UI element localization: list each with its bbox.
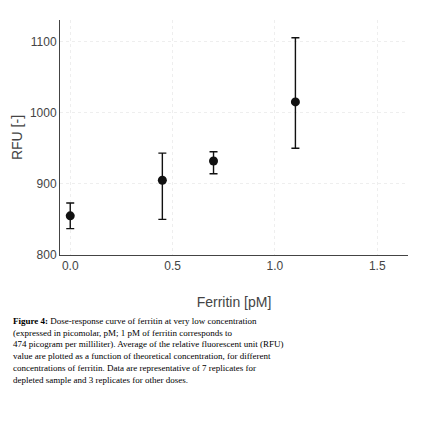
svg-text:0.5: 0.5	[164, 259, 181, 273]
svg-text:800: 800	[37, 248, 57, 262]
svg-text:Ferritin [pM]: Ferritin [pM]	[197, 294, 272, 310]
svg-text:1100: 1100	[31, 35, 57, 49]
svg-text:1.0: 1.0	[267, 259, 284, 273]
svg-text:1000: 1000	[30, 106, 57, 120]
svg-text:1.5: 1.5	[369, 259, 386, 273]
svg-text:900: 900	[37, 177, 57, 191]
svg-text:0.0: 0.0	[62, 259, 79, 273]
svg-text:RFU [-]: RFU [-]	[9, 115, 25, 160]
svg-text:Figure 4: Dose-response curve: Figure 4: Dose-response curve of ferriti…	[13, 316, 284, 385]
